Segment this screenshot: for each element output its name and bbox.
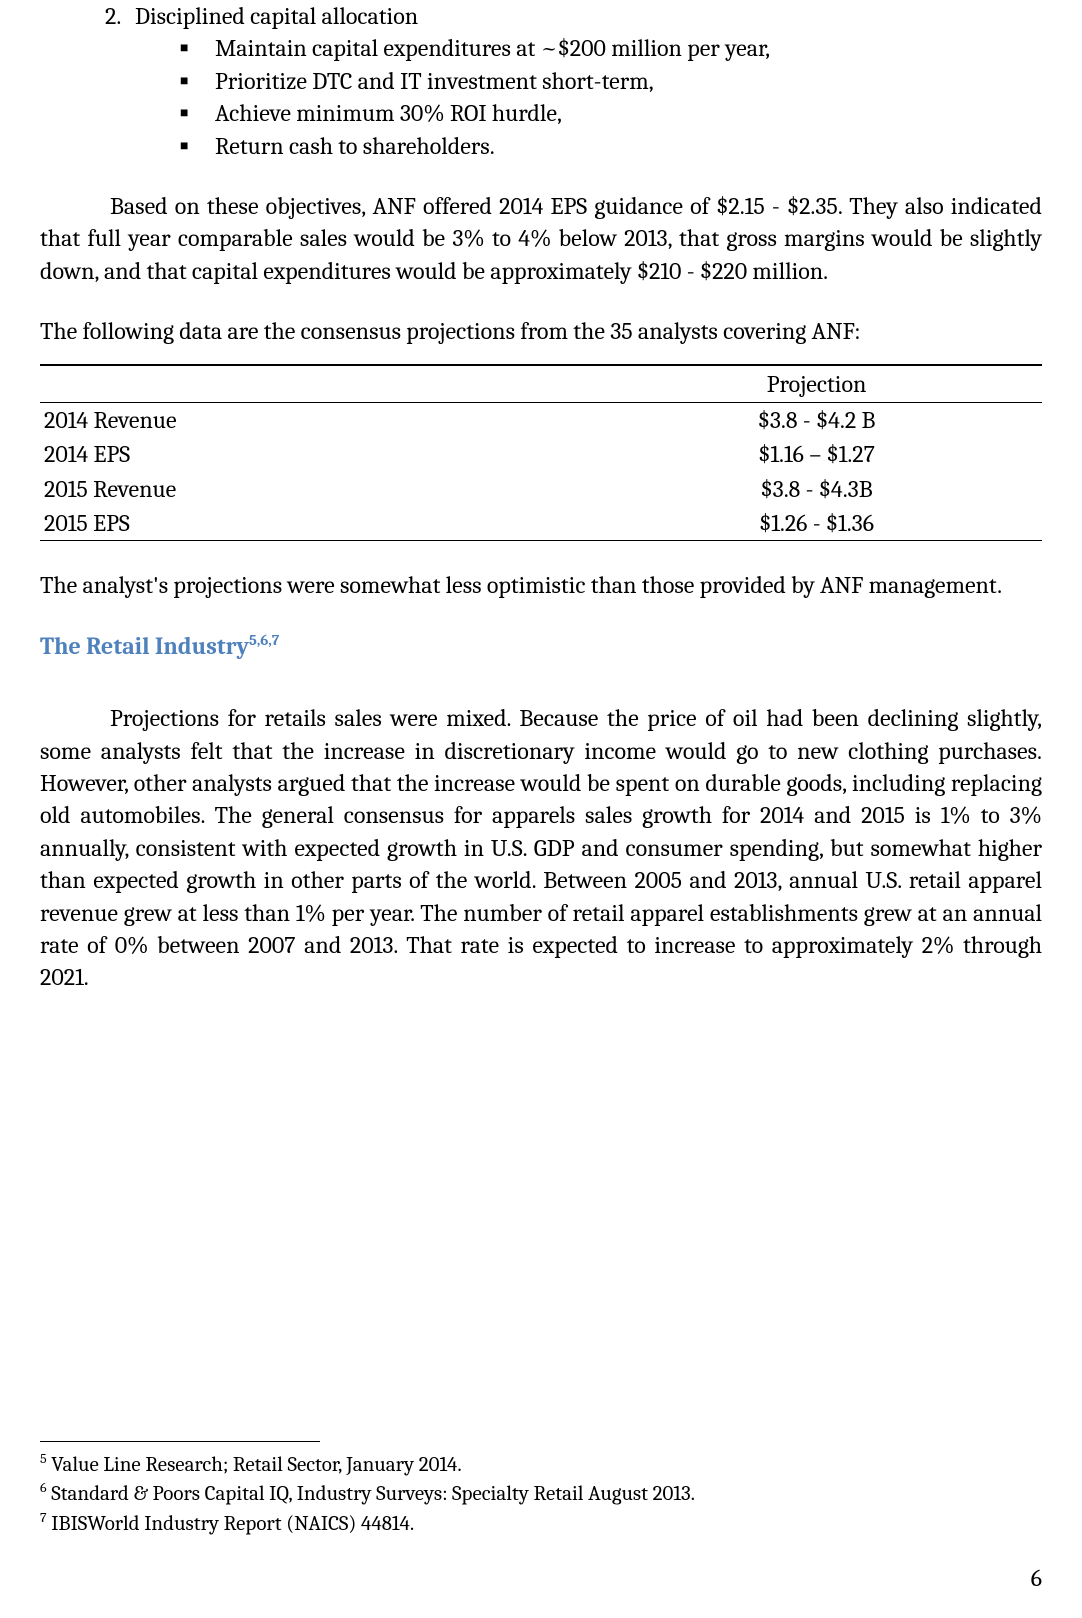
paragraph: Based on these objectives, ANF offered 2… [40,190,1042,287]
footnote-num: 6 [40,1479,47,1496]
bullet-marker: ■ [180,72,188,91]
footnote-num: 7 [40,1509,47,1526]
table-header-cell [40,365,591,403]
table-cell: $1.16 – $1.27 [591,437,1042,471]
table-header-row: Projection [40,365,1042,403]
section-heading: The Retail Industry5,6,7 [40,630,1042,662]
footnote-divider [40,1441,320,1442]
table-row: 2014 EPS $1.16 – $1.27 [40,437,1042,471]
bullet-marker: ■ [180,104,188,123]
footnote-text: Standard & Poors Capital IQ, Industry Su… [47,1482,695,1506]
bullet-item: ■ Maintain capital expenditures at ~$200… [180,32,1042,64]
footnote-text: IBISWorld Industry Report (NAICS) 44814. [47,1512,415,1536]
list-text: Disciplined capital allocation [135,2,418,30]
numbered-list-item: 2. Disciplined capital allocation [105,0,1042,32]
table-cell: $3.8 - $4.2 B [591,402,1042,437]
table-cell: 2014 EPS [40,437,591,471]
table-cell: 2015 EPS [40,506,591,541]
bullet-list: ■ Maintain capital expenditures at ~$200… [180,32,1042,162]
table-cell: $1.26 - $1.36 [591,506,1042,541]
page-number: 6 [1031,1562,1042,1594]
footnote: 6 Standard & Poors Capital IQ, Industry … [40,1479,1042,1508]
table-header-cell: Projection [591,365,1042,403]
list-number: 2. [105,0,121,32]
paragraph-text: Projections for retails sales were mixed… [40,704,1042,991]
footnote: 5 Value Line Research; Retail Sector, Ja… [40,1450,1042,1479]
paragraph: The analyst's projections were somewhat … [40,569,1042,601]
projection-table: Projection 2014 Revenue $3.8 - $4.2 B 20… [40,364,1042,542]
paragraph-text: Based on these objectives, ANF offered 2… [40,192,1042,285]
table-row: 2014 Revenue $3.8 - $4.2 B [40,402,1042,437]
heading-sup: 5,6,7 [249,631,279,649]
bullet-text: Prioritize DTC and IT investment short-t… [215,67,654,95]
paragraph: The following data are the consensus pro… [40,315,1042,347]
bullet-marker: ■ [180,39,188,58]
bullet-text: Achieve minimum 30% ROI hurdle, [215,99,562,127]
table-cell: 2014 Revenue [40,402,591,437]
footnotes: 5 Value Line Research; Retail Sector, Ja… [40,1435,1042,1538]
table-cell: $3.8 - $4.3B [591,472,1042,506]
bullet-item: ■ Achieve minimum 30% ROI hurdle, [180,97,1042,129]
bullet-marker: ■ [180,137,188,156]
paragraph-text: The analyst's projections were somewhat … [40,571,1002,599]
footnote-num: 5 [40,1450,47,1467]
bullet-item: ■ Prioritize DTC and IT investment short… [180,65,1042,97]
footnote: 7 IBISWorld Industry Report (NAICS) 4481… [40,1509,1042,1538]
heading-text: The Retail Industry [40,632,249,660]
paragraph: Projections for retails sales were mixed… [40,702,1042,994]
paragraph-text: The following data are the consensus pro… [40,317,861,345]
table-cell: 2015 Revenue [40,472,591,506]
table-row: 2015 EPS $1.26 - $1.36 [40,506,1042,541]
bullet-text: Maintain capital expenditures at ~$200 m… [215,34,770,62]
bullet-item: ■ Return cash to shareholders. [180,130,1042,162]
footnote-text: Value Line Research; Retail Sector, Janu… [47,1453,462,1477]
table-row: 2015 Revenue $3.8 - $4.3B [40,472,1042,506]
bullet-text: Return cash to shareholders. [215,132,495,160]
